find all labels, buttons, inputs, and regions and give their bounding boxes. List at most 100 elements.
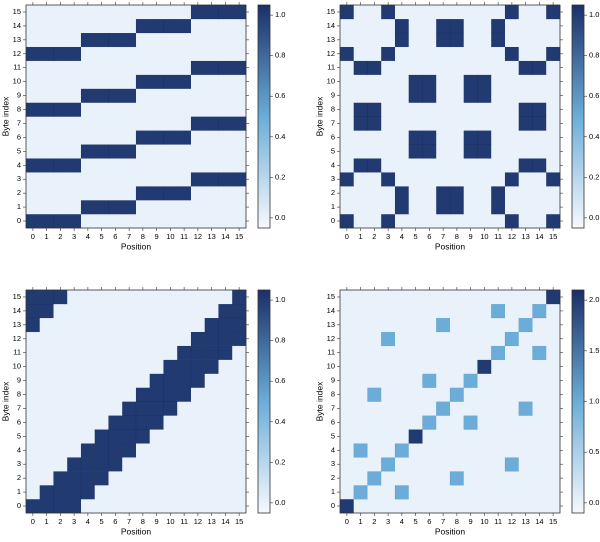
- cell: [395, 373, 409, 388]
- cell: [39, 18, 54, 34]
- cell: [532, 158, 547, 173]
- cell: [408, 429, 423, 444]
- cell: [53, 144, 68, 159]
- cell: [81, 429, 95, 444]
- cell: [381, 46, 396, 62]
- cell: [518, 443, 533, 458]
- cell: [39, 303, 54, 319]
- cell: [149, 457, 164, 472]
- cell: [367, 359, 382, 374]
- cell: [94, 387, 109, 402]
- x-axis-title: Position: [435, 241, 466, 251]
- x-tick-label: 10: [480, 232, 488, 241]
- cell: [149, 317, 164, 332]
- cell: [491, 144, 506, 159]
- cell: [232, 214, 247, 229]
- cell: [108, 359, 123, 374]
- cell: [26, 429, 40, 444]
- cell: [394, 185, 410, 201]
- cell: [477, 130, 492, 145]
- cell: [204, 331, 219, 347]
- x-tick-label: 9: [469, 517, 473, 526]
- cell: [191, 401, 205, 416]
- cell: [422, 144, 437, 159]
- cell: [149, 331, 164, 346]
- cell: [353, 499, 368, 514]
- cell: [463, 471, 478, 486]
- cell: [491, 116, 506, 131]
- x-tick-label: 11: [180, 232, 188, 241]
- cell: [422, 303, 437, 319]
- cell: [26, 485, 40, 500]
- cell: [53, 345, 68, 360]
- cell: [477, 32, 492, 47]
- cell: [53, 289, 68, 305]
- cell: [94, 331, 109, 346]
- cell: [353, 88, 368, 103]
- y-tick-label: 11: [327, 63, 335, 72]
- cell: [477, 415, 492, 430]
- x-tick-label: 12: [508, 517, 516, 526]
- cell: [340, 102, 354, 117]
- cell: [367, 5, 382, 20]
- cell: [422, 32, 437, 47]
- cell: [108, 290, 123, 305]
- panel: 0 1 2 3 4 5 6 7 8 9 10 11 12 13 14 15012345678910111213…: [0, 2, 285, 251]
- cell: [463, 387, 478, 402]
- cell: [367, 290, 382, 305]
- cell: [163, 130, 178, 145]
- cell: [422, 429, 437, 444]
- cell: [177, 102, 192, 117]
- cell: [135, 74, 151, 89]
- cell: [26, 200, 40, 215]
- cell: [204, 4, 219, 20]
- cell: [190, 60, 206, 76]
- cell: [436, 102, 451, 117]
- cell: [149, 443, 164, 458]
- cell: [381, 186, 396, 201]
- cell: [450, 457, 464, 472]
- cell: [81, 116, 95, 131]
- cell: [340, 130, 354, 145]
- cell: [422, 74, 437, 89]
- cell: [518, 144, 533, 159]
- cell: [532, 74, 547, 89]
- cell: [477, 88, 492, 103]
- cell: [108, 88, 123, 103]
- cell: [191, 317, 205, 332]
- cell: [190, 116, 206, 131]
- cell: [463, 102, 478, 117]
- cell: [463, 457, 478, 472]
- y-tick-label: 14: [13, 21, 21, 30]
- cell: [177, 214, 192, 229]
- cell: [53, 317, 68, 332]
- cell: [81, 172, 95, 187]
- cell: [546, 213, 561, 229]
- cell: [449, 18, 465, 34]
- cell: [25, 289, 41, 305]
- cell: [67, 116, 82, 131]
- cell: [505, 290, 519, 305]
- x-tick-label: 0: [31, 232, 35, 241]
- cell: [546, 317, 561, 332]
- cell: [367, 144, 382, 159]
- cell: [53, 74, 68, 89]
- cell: [518, 5, 533, 20]
- y-tick-label: 5: [17, 146, 21, 155]
- cell: [81, 317, 95, 332]
- cell: [367, 186, 382, 201]
- cell: [505, 317, 519, 332]
- cell: [122, 172, 137, 187]
- cell: [67, 60, 82, 75]
- cell: [218, 317, 233, 333]
- cell: [94, 415, 109, 430]
- cell: [163, 172, 178, 187]
- cell: [340, 345, 354, 360]
- cell: [122, 144, 137, 159]
- cell: [408, 359, 423, 374]
- cell: [108, 387, 123, 402]
- cell: [450, 443, 464, 458]
- colorbar-tick-label: 0.2: [275, 457, 285, 466]
- cell: [94, 373, 109, 388]
- y-tick-label: 11: [13, 63, 21, 72]
